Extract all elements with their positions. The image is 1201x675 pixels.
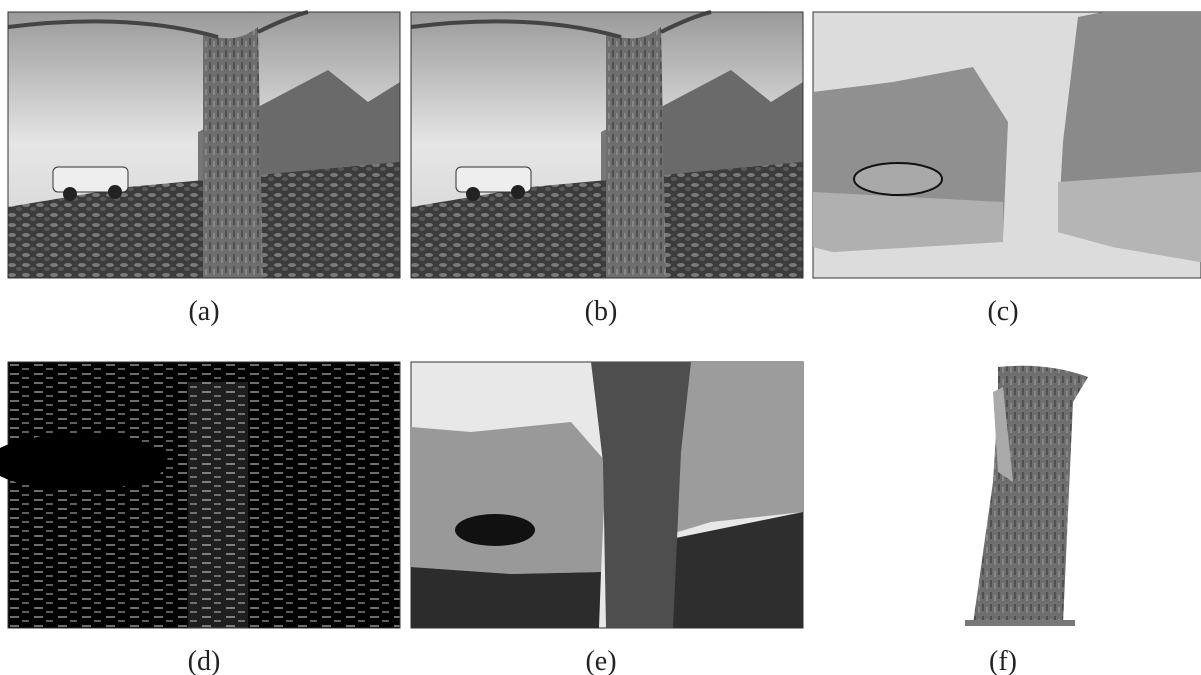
caption: (d) (188, 646, 221, 675)
caption: (c) (987, 296, 1018, 327)
figure: (a) (b) (c) (d) (e) (f) (0, 0, 1201, 675)
caption: (e) (585, 646, 616, 675)
caption: (f) (989, 646, 1017, 675)
page: (a) (b) (c) (d) (e) (f) (() => { const d… (0, 0, 1201, 675)
segmentation (411, 362, 803, 628)
image-a (8, 12, 400, 278)
flow-field (0, 362, 400, 628)
caption: (b) (585, 296, 618, 327)
image-b (411, 12, 803, 278)
depth-map (813, 12, 1201, 278)
caption: (a) (188, 296, 219, 327)
trunk-layer (965, 366, 1088, 626)
